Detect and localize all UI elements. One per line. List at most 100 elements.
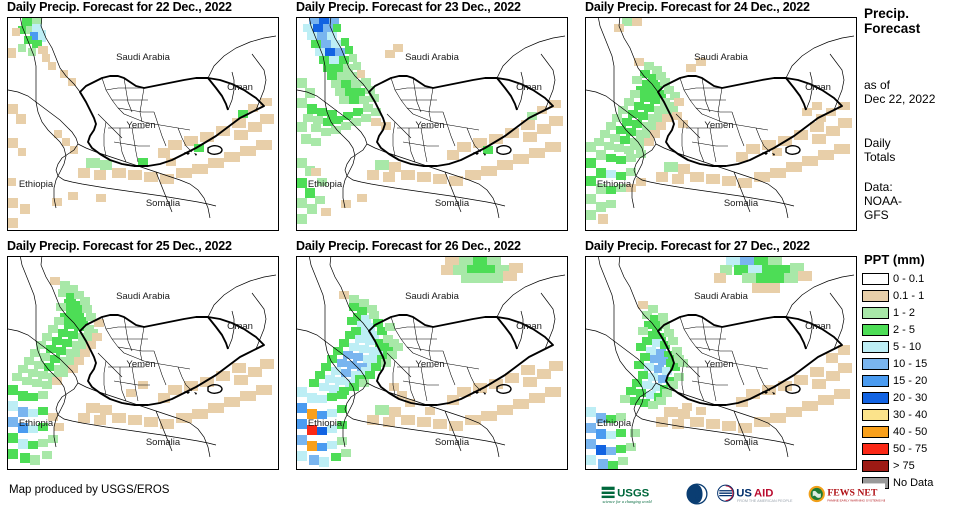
map-frame[interactable]: Saudi Arabia Oman Yemen Ethiopia Somalia <box>585 256 857 470</box>
map-panel[interactable]: Daily Precip. Forecast for 25 Dec., 2022… <box>0 239 283 479</box>
svg-text:Oman: Oman <box>227 321 253 332</box>
legend-label: 40 - 50 <box>893 426 928 438</box>
legend-swatch <box>862 443 889 455</box>
legend-item: 1 - 2 <box>862 305 967 321</box>
svg-text:AID: AID <box>754 487 773 499</box>
totals-block: Daily Totals <box>864 136 967 164</box>
svg-text:Ethiopia: Ethiopia <box>597 179 632 190</box>
svg-text:Saudi Arabia: Saudi Arabia <box>405 291 460 302</box>
svg-text:Oman: Oman <box>805 321 831 332</box>
svg-text:Oman: Oman <box>516 82 542 93</box>
svg-text:Saudi Arabia: Saudi Arabia <box>405 52 460 63</box>
svg-text:Somalia: Somalia <box>724 437 759 448</box>
map-panel[interactable]: Daily Precip. Forecast for 22 Dec., 2022… <box>0 0 283 240</box>
legend-label: 5 - 10 <box>893 341 922 353</box>
as-of-block: as of Dec 22, 2022 <box>864 78 967 106</box>
svg-text:Yemen: Yemen <box>704 120 733 131</box>
svg-text:Ethiopia: Ethiopia <box>597 418 632 429</box>
panel-title: Daily Precip. Forecast for 27 Dec., 2022 <box>585 239 810 253</box>
map-credit: Map produced by USGS/EROS <box>9 484 170 496</box>
legend-rows: 0 - 0.1 0.1 - 1 1 - 2 2 - 5 5 - 10 10 - 15 15 … <box>862 271 967 491</box>
svg-text:Somalia: Somalia <box>146 437 181 448</box>
legend-swatch <box>862 409 889 421</box>
svg-text:Ethiopia: Ethiopia <box>19 179 54 190</box>
usaid-logo: US AID FROM THE AMERICAN PEOPLE <box>716 483 800 505</box>
map-panel-grid: Daily Precip. Forecast for 22 Dec., 2022… <box>0 0 857 479</box>
legend-swatch <box>862 392 889 404</box>
legend-item: 50 - 75 <box>862 441 967 457</box>
legend-label: No Data <box>893 477 934 489</box>
svg-text:FEWS NET: FEWS NET <box>827 488 878 499</box>
legend-label: 20 - 30 <box>893 392 928 404</box>
legend-swatch <box>862 307 889 319</box>
legend-item: 2 - 5 <box>862 322 967 338</box>
svg-text:Oman: Oman <box>227 82 253 93</box>
legend: PPT (mm) 0 - 0.1 0.1 - 1 1 - 2 2 - 5 5 - 10 1… <box>862 252 967 492</box>
svg-text:Saudi Arabia: Saudi Arabia <box>694 291 749 302</box>
legend-item: > 75 <box>862 458 967 474</box>
svg-text:FROM THE AMERICAN PEOPLE: FROM THE AMERICAN PEOPLE <box>737 499 793 503</box>
legend-swatch <box>862 273 889 285</box>
map-frame[interactable]: Saudi Arabia Oman Yemen Ethiopia Somalia <box>7 17 279 231</box>
legend-label: 2 - 5 <box>893 324 916 336</box>
totals-line2: Totals <box>864 150 896 164</box>
svg-text:Somalia: Somalia <box>724 198 759 209</box>
legend-item: 30 - 40 <box>862 407 967 423</box>
svg-text:US: US <box>736 487 752 499</box>
map-panel[interactable]: Daily Precip. Forecast for 23 Dec., 2022… <box>289 0 572 240</box>
map-frame[interactable]: Saudi Arabia Oman Yemen Ethiopia Somalia <box>296 17 568 231</box>
panel-title: Daily Precip. Forecast for 24 Dec., 2022 <box>585 0 810 14</box>
svg-text:Yemen: Yemen <box>415 120 444 131</box>
svg-text:USGS: USGS <box>617 487 650 499</box>
svg-text:Ethiopia: Ethiopia <box>308 418 343 429</box>
map-panel[interactable]: Daily Precip. Forecast for 24 Dec., 2022… <box>578 0 861 240</box>
map-panel[interactable]: Daily Precip. Forecast for 26 Dec., 2022… <box>289 239 572 479</box>
svg-text:science for a changing world: science for a changing world <box>602 499 652 504</box>
panel-title: Daily Precip. Forecast for 23 Dec., 2022 <box>296 0 521 14</box>
panel-title: Daily Precip. Forecast for 25 Dec., 2022 <box>7 239 232 253</box>
map-frame[interactable]: Saudi Arabia Oman Yemen Ethiopia Somalia <box>585 17 857 231</box>
agency-logos: USGS science for a changing world US AID… <box>600 481 885 507</box>
data-source-line2: NOAA- <box>864 194 903 208</box>
sidebar-title: Precip. Forecast <box>864 6 967 36</box>
legend-item: 40 - 50 <box>862 424 967 440</box>
noaa-logo <box>685 482 709 506</box>
data-source-block: Data: NOAA- GFS <box>864 180 967 222</box>
svg-text:Saudi Arabia: Saudi Arabia <box>116 52 171 63</box>
legend-item: 0 - 0.1 <box>862 271 967 287</box>
data-source-line3: GFS <box>864 208 889 222</box>
svg-text:Somalia: Somalia <box>435 437 470 448</box>
legend-swatch <box>862 324 889 336</box>
data-source-label: Data: <box>864 180 893 194</box>
legend-label: 0.1 - 1 <box>893 290 925 302</box>
panel-title: Daily Precip. Forecast for 22 Dec., 2022 <box>7 0 232 14</box>
svg-text:Yemen: Yemen <box>415 359 444 370</box>
svg-text:Somalia: Somalia <box>146 198 181 209</box>
legend-swatch <box>862 341 889 353</box>
map-panel[interactable]: Daily Precip. Forecast for 27 Dec., 2022… <box>578 239 861 479</box>
svg-text:FAMINE EARLY WARNING SYSTEMS N: FAMINE EARLY WARNING SYSTEMS NETWORK <box>827 498 885 502</box>
map-frame[interactable]: Saudi Arabia Oman Yemen Ethiopia Somalia <box>296 256 568 470</box>
sidebar-title-line1: Precip. <box>864 6 910 21</box>
svg-text:Oman: Oman <box>805 82 831 93</box>
fewsnet-logo: FEWS NET FAMINE EARLY WARNING SYSTEMS NE… <box>807 483 885 505</box>
svg-text:Ethiopia: Ethiopia <box>308 179 343 190</box>
legend-label: 15 - 20 <box>893 375 928 387</box>
svg-text:Yemen: Yemen <box>704 359 733 370</box>
as-of-label: as of <box>864 78 891 92</box>
legend-label: 1 - 2 <box>893 307 916 319</box>
legend-title: PPT (mm) <box>864 252 925 267</box>
panel-title: Daily Precip. Forecast for 26 Dec., 2022 <box>296 239 521 253</box>
legend-item: 15 - 20 <box>862 373 967 389</box>
legend-item: 5 - 10 <box>862 339 967 355</box>
svg-text:Somalia: Somalia <box>435 198 470 209</box>
legend-swatch <box>862 290 889 302</box>
legend-item: 10 - 15 <box>862 356 967 372</box>
svg-text:Yemen: Yemen <box>126 120 155 131</box>
map-frame[interactable]: Saudi Arabia Oman Yemen Ethiopia Somalia <box>7 256 279 470</box>
legend-label: 10 - 15 <box>893 358 928 370</box>
legend-swatch <box>862 426 889 438</box>
svg-text:Yemen: Yemen <box>126 359 155 370</box>
sidebar-title-line2: Forecast <box>864 21 921 36</box>
legend-swatch <box>862 375 889 387</box>
